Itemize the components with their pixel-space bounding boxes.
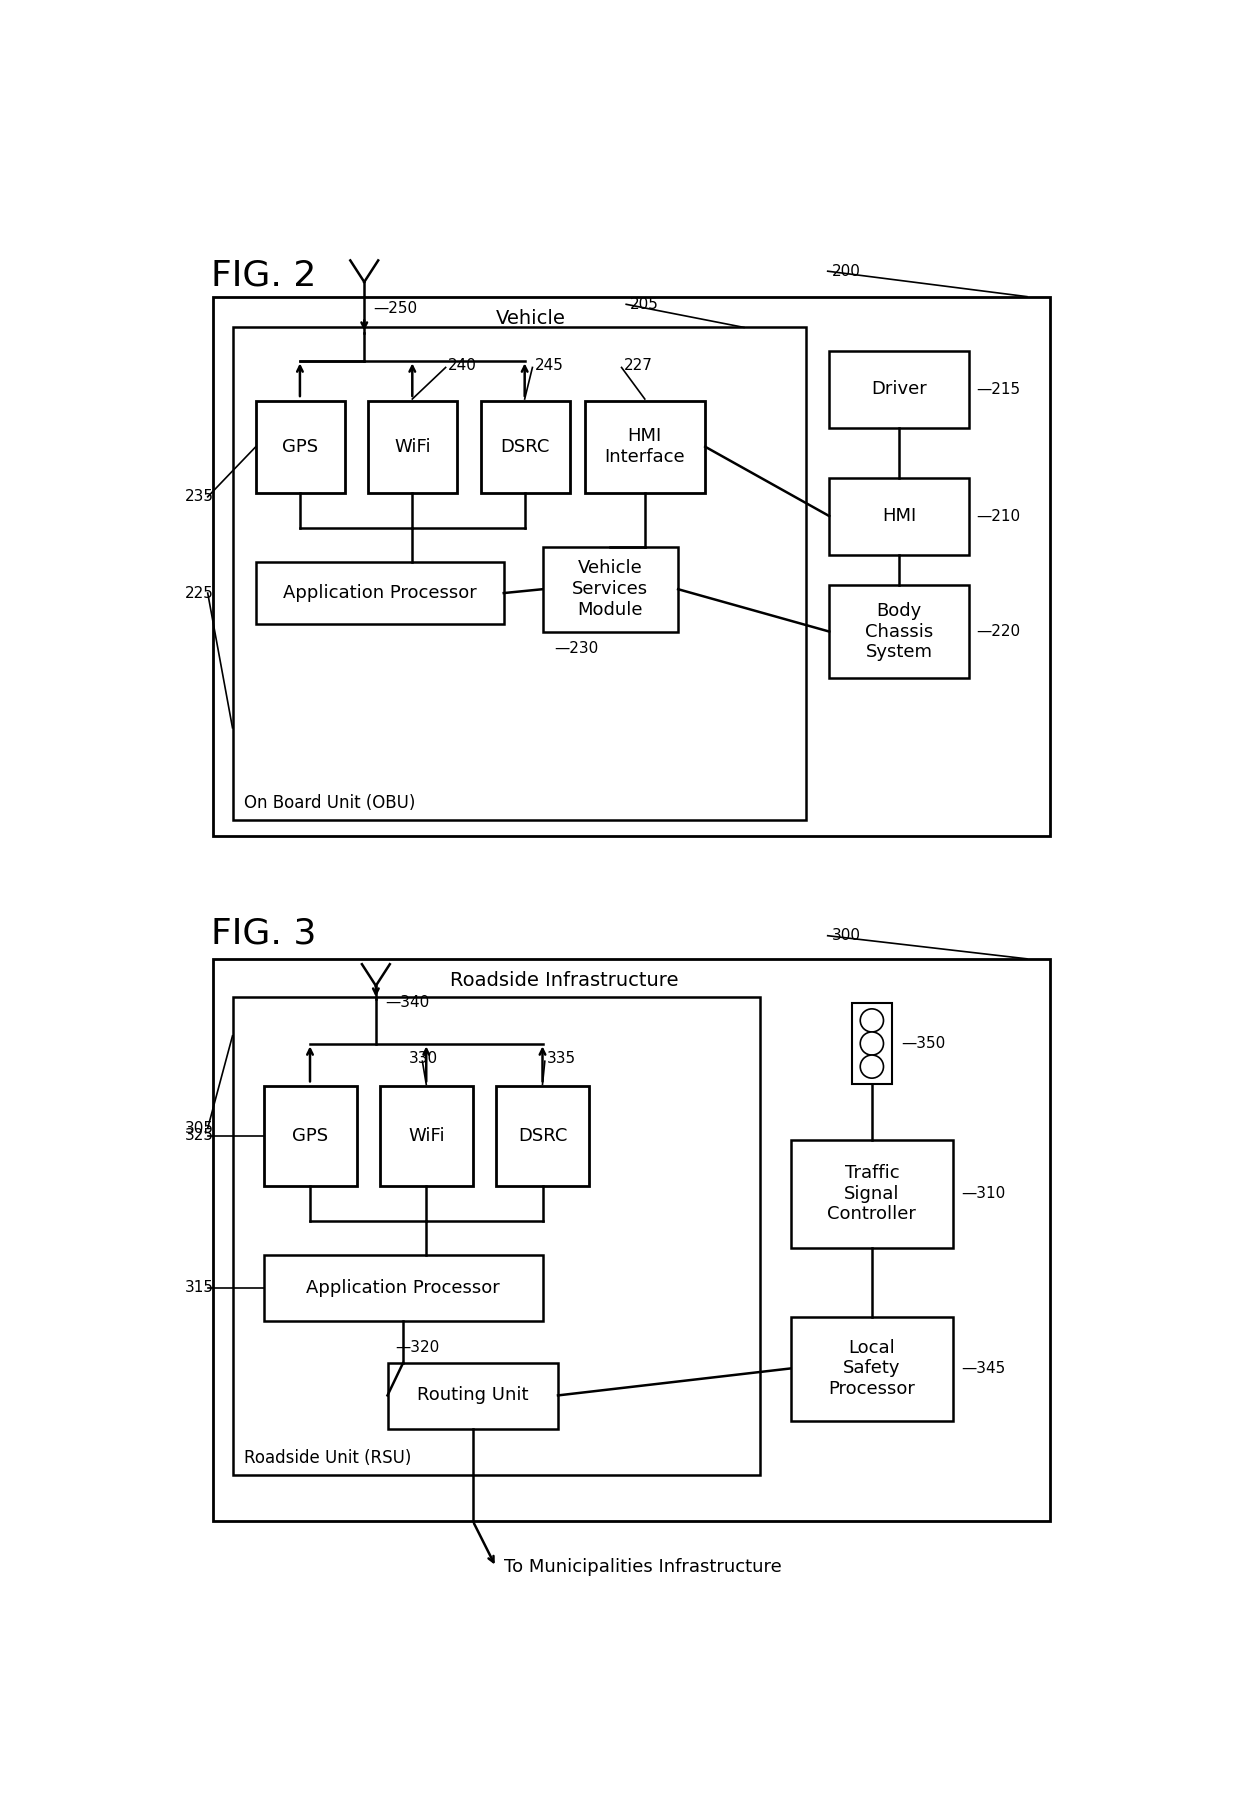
Text: 200: 200 xyxy=(832,264,861,279)
Text: 300: 300 xyxy=(832,928,861,944)
Circle shape xyxy=(861,1032,883,1055)
Text: WiFi: WiFi xyxy=(394,437,430,455)
Text: Application Processor: Application Processor xyxy=(306,1278,500,1296)
Text: HMI
Interface: HMI Interface xyxy=(604,428,686,466)
Bar xyxy=(263,1255,543,1322)
Bar xyxy=(255,401,345,493)
Bar xyxy=(830,478,968,554)
Text: —340: —340 xyxy=(386,996,429,1010)
Text: DSRC: DSRC xyxy=(518,1127,567,1145)
Text: GPS: GPS xyxy=(281,437,317,455)
Text: 205: 205 xyxy=(630,297,658,311)
Text: GPS: GPS xyxy=(291,1127,329,1145)
Text: —215: —215 xyxy=(977,381,1021,397)
Circle shape xyxy=(861,1055,883,1079)
Bar xyxy=(496,1086,589,1187)
Text: Vehicle: Vehicle xyxy=(496,309,567,327)
Text: Roadside Infrastructure: Roadside Infrastructure xyxy=(450,971,680,991)
Text: Routing Unit: Routing Unit xyxy=(417,1386,528,1404)
Text: Local
Safety
Processor: Local Safety Processor xyxy=(828,1340,915,1399)
Bar xyxy=(213,297,1050,836)
Text: Roadside Unit (RSU): Roadside Unit (RSU) xyxy=(244,1449,412,1467)
Text: FIG. 3: FIG. 3 xyxy=(211,917,316,951)
Text: 315: 315 xyxy=(185,1280,213,1295)
Text: Body
Chassis
System: Body Chassis System xyxy=(864,602,934,662)
Text: —310: —310 xyxy=(961,1187,1006,1201)
Bar xyxy=(379,1086,472,1187)
Bar xyxy=(543,547,678,631)
Text: 330: 330 xyxy=(409,1052,438,1066)
Text: 225: 225 xyxy=(185,586,213,601)
Bar xyxy=(791,1140,954,1248)
Text: 325: 325 xyxy=(185,1129,213,1144)
Bar xyxy=(387,1363,558,1428)
Text: 305: 305 xyxy=(185,1120,213,1136)
Text: 240: 240 xyxy=(448,358,477,374)
Text: 227: 227 xyxy=(624,358,652,374)
Bar xyxy=(233,998,759,1474)
Text: HMI: HMI xyxy=(882,507,916,525)
Text: —320: —320 xyxy=(396,1340,439,1356)
Text: —345: —345 xyxy=(961,1361,1006,1375)
Bar xyxy=(263,1086,357,1187)
Text: Driver: Driver xyxy=(872,379,926,397)
Bar xyxy=(213,958,1050,1521)
Text: Application Processor: Application Processor xyxy=(283,584,476,602)
Text: To Municipalities Infrastructure: To Municipalities Infrastructure xyxy=(503,1559,781,1577)
Bar xyxy=(852,1003,892,1084)
Bar xyxy=(830,351,968,428)
Text: —350: —350 xyxy=(901,1036,946,1052)
Bar xyxy=(791,1316,954,1420)
Bar xyxy=(481,401,569,493)
Bar xyxy=(368,401,458,493)
Bar xyxy=(585,401,706,493)
Text: DSRC: DSRC xyxy=(500,437,549,455)
Bar xyxy=(233,327,806,820)
Bar xyxy=(255,563,503,624)
Text: —230: —230 xyxy=(554,642,599,656)
Text: 335: 335 xyxy=(547,1052,575,1066)
Circle shape xyxy=(861,1009,883,1032)
Text: —220: —220 xyxy=(977,624,1021,638)
Bar xyxy=(830,586,968,678)
Text: Vehicle
Services
Module: Vehicle Services Module xyxy=(572,559,649,619)
Text: —210: —210 xyxy=(977,509,1021,523)
Text: 235: 235 xyxy=(185,489,213,503)
Text: WiFi: WiFi xyxy=(408,1127,445,1145)
Text: —250: —250 xyxy=(373,300,418,316)
Text: Traffic
Signal
Controller: Traffic Signal Controller xyxy=(827,1163,916,1223)
Text: 245: 245 xyxy=(534,358,564,374)
Text: On Board Unit (OBU): On Board Unit (OBU) xyxy=(244,795,415,813)
Text: FIG. 2: FIG. 2 xyxy=(211,259,316,291)
